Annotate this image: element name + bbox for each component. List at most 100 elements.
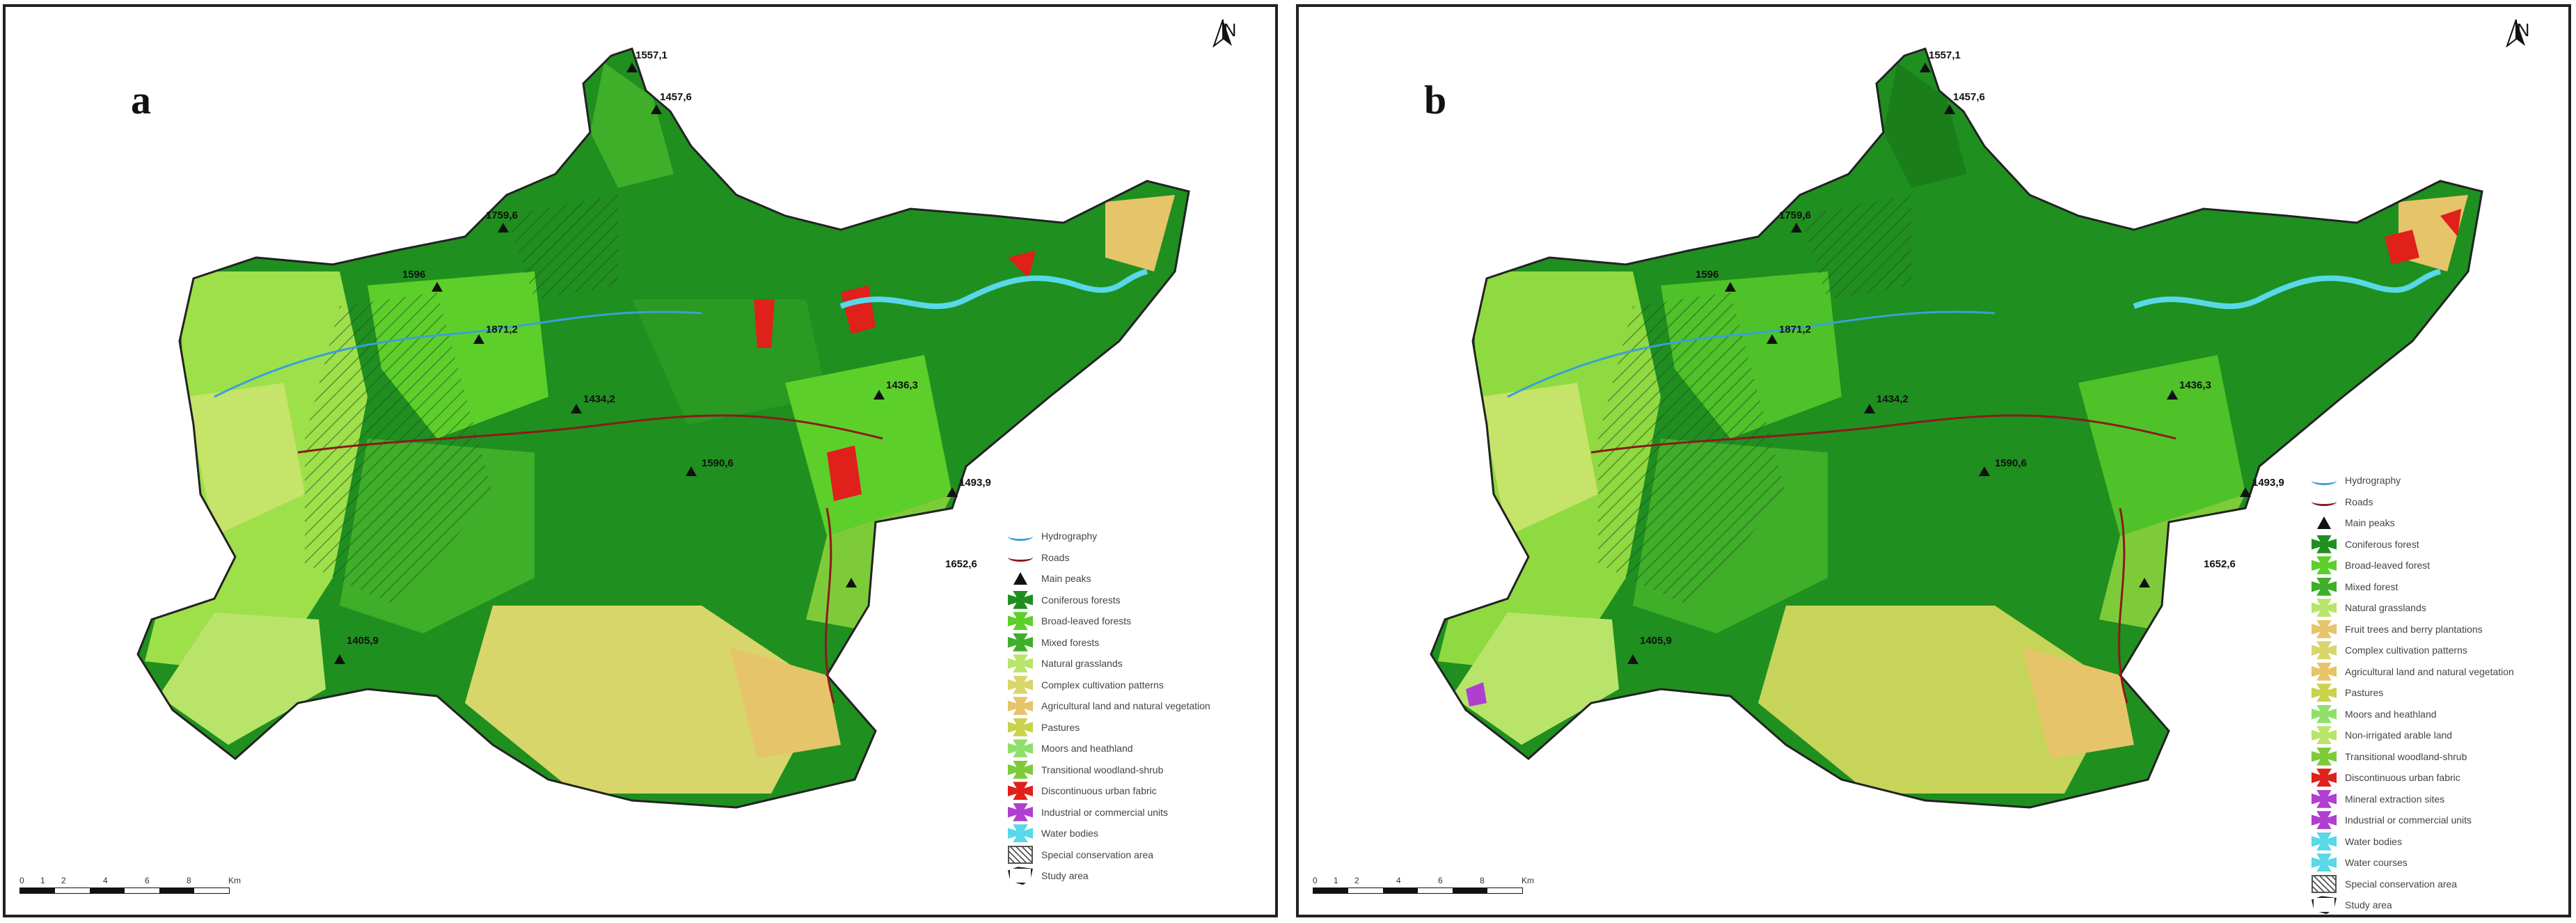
peak-marker [1725,282,1736,292]
legend-label: Study area [1041,870,1089,882]
legend-color-swatch [2312,747,2337,766]
legend-item: Study area [1008,865,1210,887]
road-a [297,414,883,454]
scale-tick: 8 [187,876,191,885]
legend-label: Special conservation area [2345,878,2458,890]
legend-hatch-swatch [1008,845,1033,864]
scale-tick: 4 [1396,876,1401,885]
peak-label: 1759,6 [486,210,518,221]
legend-label: Discontinuous urban fabric [1041,785,1157,797]
legend-label: Natural grasslands [2345,602,2426,614]
scale-tick: 6 [1438,876,1443,885]
legend-color-swatch [1008,590,1033,609]
legend-item: Non-irrigated arable land [2312,725,2514,746]
scale-ticks: 0 1 2 4 6 8 Km [19,876,241,885]
legend-color-swatch [2312,662,2337,681]
scale-unit: Km [228,876,241,885]
peak-marker [432,282,443,292]
legend-label: Water bodies [2345,835,2402,847]
legend-label: Complex cultivation patterns [1041,679,1164,691]
river-b [2133,269,2442,309]
legend-color-swatch [2312,853,2337,872]
legend-label: Pastures [2345,687,2384,699]
scale-bar-graphic [19,888,230,894]
legend-item: Complex cultivation patterns [2312,640,2514,661]
legend-item: Study area [2312,894,2514,915]
legend-label: Broad-leaved forests [1041,615,1132,627]
legend-label: Transitional woodland-shrub [1041,764,1164,775]
legend-color-swatch [1008,675,1033,694]
peak-marker [947,487,958,497]
legend-color-swatch [1008,633,1033,652]
scale-tick: 2 [1354,876,1359,885]
legend-item: Agricultural land and natural vegetation [1008,695,1210,717]
legend-line-swatch [1008,553,1033,562]
legend-item: Water bodies [1008,823,1210,844]
peak-marker [334,654,345,664]
legend-item: Broad-leaved forest [2312,555,2514,576]
peak-marker [651,104,662,114]
peak-label: 1652,6 [2204,558,2236,570]
legend-label: Discontinuous urban fabric [2345,772,2460,784]
peak-label: 1436,3 [886,379,918,391]
legend-color-swatch [2312,641,2337,660]
legend-item: Discontinuous urban fabric [1008,780,1210,802]
peak-label: 1596 [1696,269,1718,281]
stream-b [1507,310,1996,398]
legend-color-swatch [1008,782,1033,800]
scale-tick: 4 [103,876,108,885]
legend-item: Main peaks [2312,512,2514,534]
legend-color-swatch [2312,768,2337,787]
legend-label: Hydrography [2345,475,2401,487]
legend-color-swatch [1008,654,1033,673]
peak-label: 1557,1 [1929,49,1961,61]
peak-marker [1791,223,1802,232]
scale-tick: 6 [145,876,150,885]
legend-color-swatch [2312,789,2337,808]
peak-label: 1493,9 [959,477,991,489]
legend-label: Moors and heathland [2345,708,2437,720]
legend-color-swatch [2312,832,2337,851]
peak-marker [473,334,484,344]
peak-label: 1557,1 [635,49,667,61]
peak-marker [2167,390,2178,400]
legend-label: Main peaks [1041,573,1091,585]
legend-color-swatch [2312,556,2337,575]
scale-tick: 8 [1480,876,1485,885]
peak-marker [1767,334,1778,344]
legend-item: Natural grasslands [1008,653,1210,674]
stream-a [214,310,702,398]
scale-ticks: 0 1 2 4 6 8 Km [1313,876,1534,885]
legend-label: Special conservation area [1041,849,1154,860]
legend-a: Hydrography Roads Main peaks Coniferous for… [1008,526,1210,887]
legend-color-swatch [2312,726,2337,745]
legend-line-swatch [1008,532,1033,541]
legend-item: Industrial or commercial units [1008,802,1210,823]
legend-item: Discontinuous urban fabric [2312,767,2514,789]
legend-label: Pastures [1041,721,1080,733]
scale-bar-b: 0 1 2 4 6 8 Km [1313,876,1534,894]
scale-tick: 2 [61,876,66,885]
road-a-2 [824,507,835,704]
peak-marker [2139,578,2150,587]
map-panel-b: 1557,1 1457,6 1759,6 1596 1871,2 1434,2 … [1296,4,2571,917]
legend-item: Water bodies [2312,831,2514,853]
legend-label: Agricultural land and natural vegetation [2345,665,2514,677]
legend-label: Main peaks [2345,517,2395,529]
legend-label: Coniferous forest [2345,538,2419,550]
legend-label: Water courses [2345,857,2408,869]
peak-marker [571,404,582,413]
legend-color-swatch [2312,684,2337,702]
study-area-outline-b [1430,47,2483,809]
legend-color-swatch [2312,704,2337,723]
peak-marker [686,466,697,476]
legend-color-swatch [2312,599,2337,617]
legend-item: Mixed forests [1008,632,1210,654]
legend-line-swatch [2312,497,2337,507]
legend-label: Agricultural land and natural vegetation [1041,700,1210,712]
map-panel-a: 1557,1 1457,6 1759,6 1596 1871,2 1434,2 … [3,4,1278,917]
peak-label: 1405,9 [1640,635,1672,647]
legend-item: Fruit trees and berry plantations [2312,619,2514,640]
legend-label: Natural grasslands [1041,658,1123,670]
legend-item: Special conservation area [2312,874,2514,895]
